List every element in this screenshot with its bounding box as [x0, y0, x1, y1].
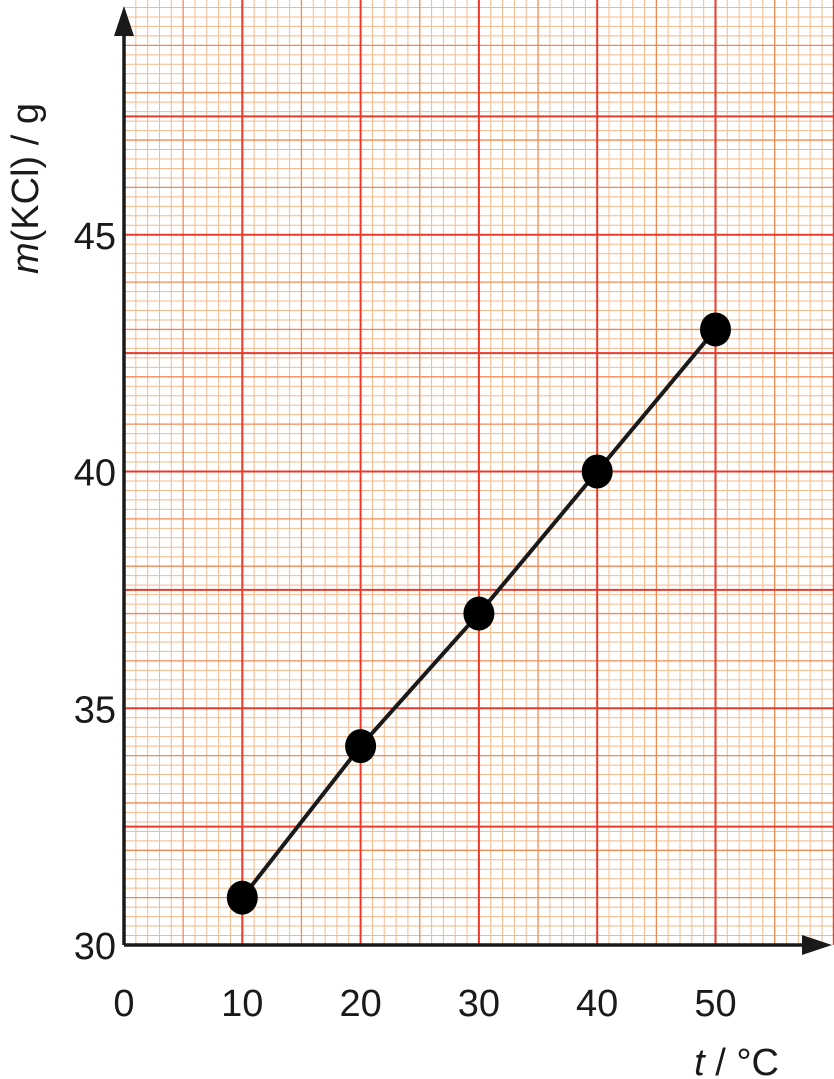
x-tick-label: 30: [458, 983, 500, 1025]
data-point: [226, 880, 258, 915]
graph-paper-grid: [124, 0, 834, 945]
data-point: [345, 729, 377, 764]
x-axis-label: t / °C: [694, 1042, 779, 1079]
x-axis-arrow: [802, 935, 832, 955]
y-tick-label: 35: [74, 689, 116, 731]
y-tick-label: 45: [74, 216, 116, 258]
x-tick-label: 20: [339, 983, 381, 1025]
y-axis-unit: (KCl) / g: [5, 103, 47, 242]
axes: [114, 6, 832, 955]
y-axis-variable: m: [5, 242, 47, 274]
y-tick-label: 40: [74, 453, 116, 495]
tick-labels: 0 10 20 30 40 50 30 35 40 45: [74, 216, 737, 1025]
y-axis-arrow: [114, 6, 134, 36]
x-axis-variable: t: [694, 1042, 706, 1079]
y-axis-label: m(KCl) / g: [5, 103, 47, 274]
x-tick-label: 0: [113, 983, 134, 1025]
data-point: [581, 454, 613, 489]
data-series: [226, 312, 731, 915]
y-tick-label: 30: [74, 926, 116, 968]
x-tick-label: 40: [576, 983, 618, 1025]
x-axis-unit: / °C: [705, 1042, 779, 1079]
x-tick-label: 50: [694, 983, 736, 1025]
data-point: [700, 312, 731, 347]
data-point: [463, 596, 495, 631]
x-tick-label: 10: [221, 983, 263, 1025]
